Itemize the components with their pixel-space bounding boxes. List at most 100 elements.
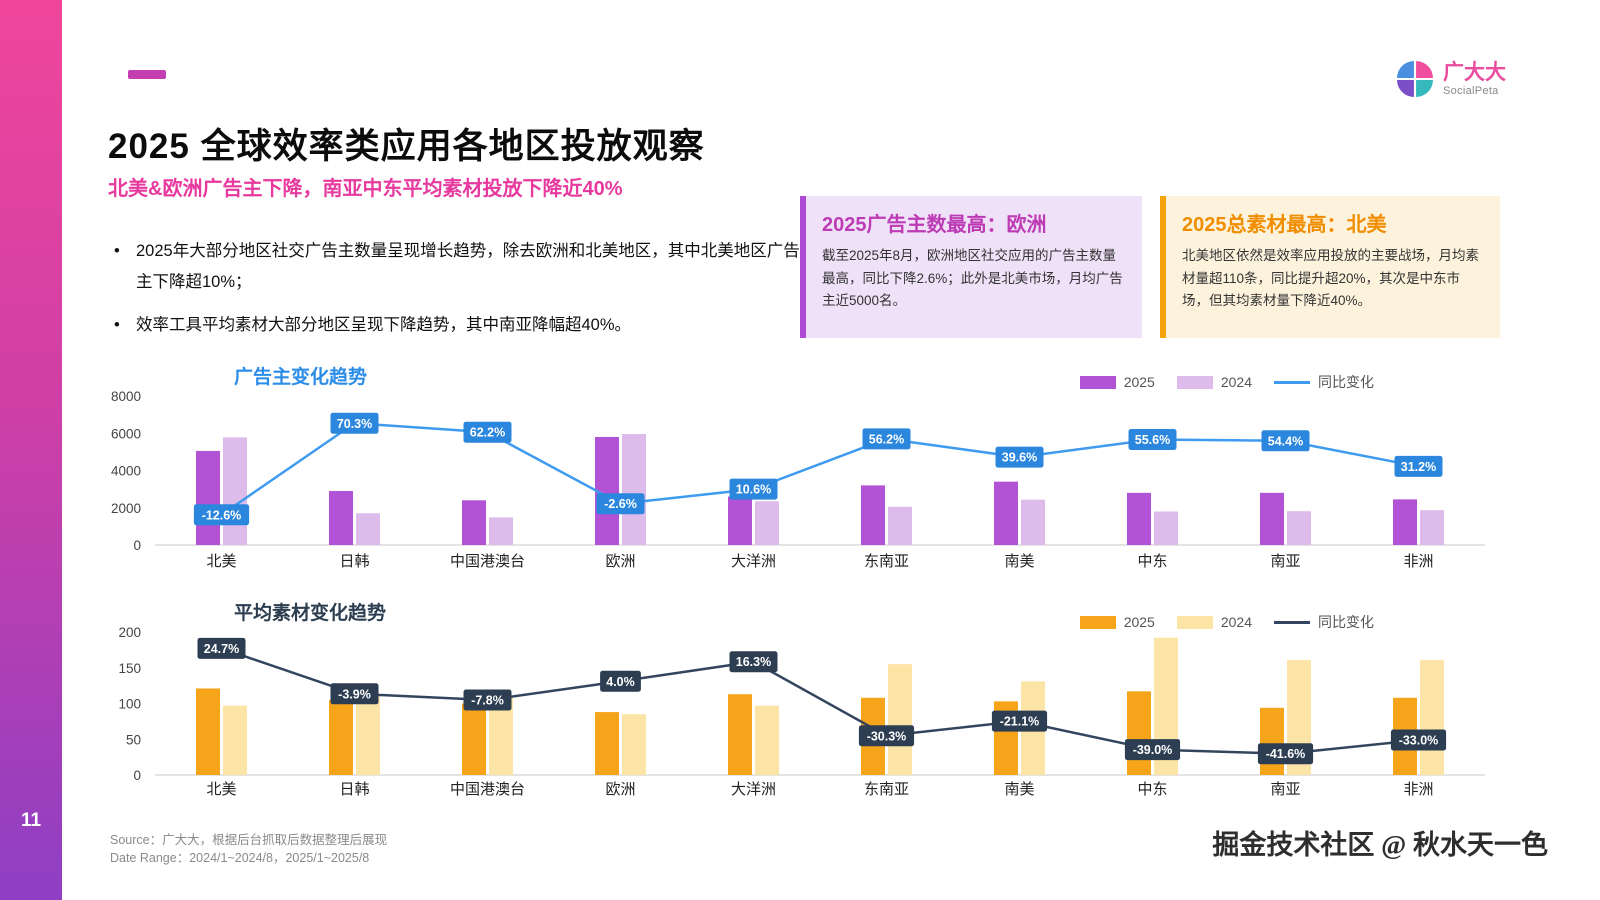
bar-2025 (861, 485, 885, 545)
yoy-label: 70.3% (337, 417, 372, 431)
avg-creatives-trend-chart: 平均素材变化趋势 2025 2024 同比变化 0 50 100 150 200 北美 日韩 中国港澳… (100, 592, 1500, 818)
yoy-label-box (1394, 455, 1443, 477)
y-axis-tick: 4000 (111, 464, 141, 479)
bar-2024 (356, 697, 380, 775)
bar-2024 (1420, 659, 1444, 775)
category-label: 南美 (1004, 553, 1034, 570)
yoy-label-box (1261, 430, 1310, 452)
legend-swatch (1176, 375, 1213, 389)
y-axis-tick: 150 (118, 661, 141, 676)
chart-canvas: 0 2000 4000 6000 8000 北美 日韩 中国港澳台 欧洲 大洋洲 东南亚 南美 中东 南亚… (111, 389, 1485, 570)
bar-2025 (728, 694, 752, 775)
brand-logo: 广大大 SocialPeta (1396, 60, 1506, 98)
yoy-label: 62.2% (470, 426, 505, 440)
legend-label: 2024 (1220, 374, 1252, 390)
category-label: 中东 (1137, 553, 1167, 570)
y-axis-tick: 6000 (111, 426, 141, 441)
brand-text: 广大大 SocialPeta (1443, 61, 1506, 98)
category-label: 非洲 (1403, 553, 1433, 570)
category-label: 欧洲 (605, 781, 635, 798)
yoy-label-box (193, 504, 250, 526)
yoy-label-box (991, 710, 1048, 732)
legend-label: 同比变化 (1318, 374, 1374, 390)
bar-2024 (1154, 511, 1178, 545)
chart-title: 平均素材变化趋势 (234, 603, 387, 624)
callout-advertisers-highest: 2025广告主数最高：欧洲 截至2025年8月，欧洲地区社交应用的广告主数量最高… (800, 196, 1142, 338)
category-label: 南亚 (1270, 553, 1300, 570)
yoy-label: -12.6% (202, 508, 242, 522)
bar-2025 (329, 490, 353, 545)
bar-2024 (1420, 510, 1444, 545)
chart-title: 广告主变化趋势 (234, 367, 368, 388)
chart-legend: 2025 2024 同比变化 (1079, 612, 1388, 632)
bar-2025 (1260, 492, 1284, 545)
bar-2024 (622, 434, 646, 545)
key-points-list: 2025年大部分地区社交广告主数量呈现增长趋势，除去欧洲和北美地区，其中北美地区… (112, 236, 802, 354)
bar-2025 (1260, 707, 1284, 775)
category-label: 南亚 (1270, 781, 1300, 798)
legend-label: 同比变化 (1318, 614, 1374, 630)
yoy-label-box (729, 478, 778, 500)
callout-title: 2025总素材最高：北美 (1182, 214, 1387, 236)
callout-body: 截至2025年8月，欧洲地区社交应用的广告主数量最高，同比下降2.6%；此外是北… (822, 248, 1123, 309)
callout-title: 2025广告主数最高：欧洲 (822, 214, 1047, 236)
socialpeta-logo-icon (1397, 61, 1433, 97)
legend-swatch (1079, 375, 1116, 389)
yoy-label: 16.3% (736, 655, 771, 669)
yoy-label-box (862, 428, 911, 450)
bar-2024 (1287, 511, 1311, 545)
bar-2024 (888, 506, 912, 545)
bar-2024 (755, 501, 779, 545)
bar-2024 (223, 705, 247, 775)
yoy-label-box (1257, 743, 1314, 765)
source-note: Source：广大大，根据后台抓取后数据整理后展现 (110, 833, 388, 847)
category-label: 非洲 (1403, 781, 1433, 798)
brand-subtitle: SocialPeta (1443, 84, 1499, 97)
yoy-label-box (1128, 428, 1177, 450)
date-range-note: Date Range：2024/1~2024/8，2025/1~2025/8 (110, 850, 370, 865)
category-label: 中国港澳台 (450, 781, 525, 798)
yoy-label-box (330, 683, 379, 705)
advertisers-trend-chart: 广告主变化趋势 2025 2024 同比变化 0 2000 4000 6000 8000 北美 日韩… (100, 358, 1500, 584)
yoy-label-box (995, 446, 1044, 468)
legend-line-swatch (1274, 620, 1310, 624)
yoy-label: -39.0% (1133, 743, 1173, 757)
yoy-change-line (220, 421, 1419, 516)
footer-notes: Source：广大大，根据后台抓取后数据整理后展现 Date Range：202… (110, 832, 387, 867)
yoy-label-box (729, 651, 778, 673)
watermark: 掘金技术社区 @ 秋水天一色 (1212, 830, 1548, 860)
yoy-label-box (600, 670, 641, 692)
yoy-change-line (221, 647, 1419, 755)
category-label: 东南亚 (864, 553, 909, 570)
bar-2025 (595, 712, 619, 775)
yoy-label: 24.7% (204, 642, 239, 656)
bar-2024 (888, 664, 912, 775)
yoy-label: 4.0% (606, 675, 635, 689)
y-axis-tick: 0 (133, 538, 141, 553)
bar-2025 (329, 699, 353, 775)
legend-swatch (1079, 615, 1116, 629)
yoy-label-box (1390, 729, 1447, 751)
yoy-label-box (858, 725, 915, 747)
category-label: 大洋洲 (731, 553, 776, 570)
legend-label: 2024 (1220, 614, 1252, 630)
bar-2025 (1393, 499, 1417, 545)
legend-swatch (1176, 615, 1213, 629)
bar-2025 (1127, 492, 1151, 545)
legend-label: 2025 (1123, 374, 1155, 390)
yoy-label-box (197, 637, 246, 659)
y-axis-tick: 2000 (111, 501, 141, 516)
bar-2024 (622, 714, 646, 775)
category-label: 大洋洲 (731, 781, 776, 798)
category-label: 中国港澳台 (450, 553, 525, 570)
y-axis-tick: 50 (126, 732, 141, 747)
category-label: 日韩 (339, 781, 369, 798)
bar-2024 (489, 517, 513, 545)
legend-line-swatch (1274, 380, 1310, 384)
bar-2025 (1127, 691, 1151, 775)
bar-2025 (728, 496, 752, 545)
bar-2024 (489, 697, 513, 775)
bullet-item: 2025年大部分地区社交广告主数量呈现增长趋势，除去欧洲和北美地区，其中北美地区… (112, 236, 802, 297)
yoy-label: 31.2% (1401, 460, 1436, 474)
yoy-label: 39.6% (1002, 451, 1037, 465)
